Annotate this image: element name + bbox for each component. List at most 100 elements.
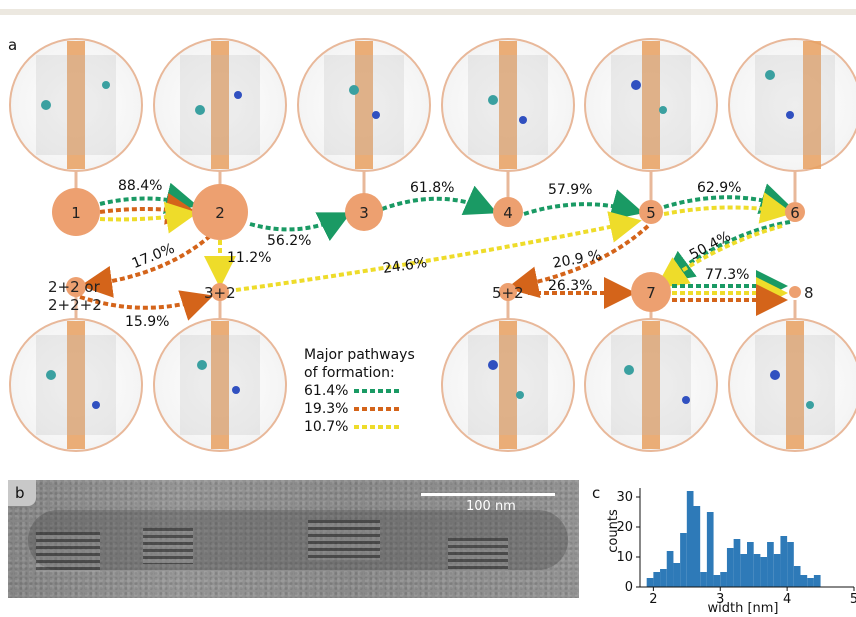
node-2-label: 2 (215, 204, 225, 222)
pathway-diagram: 1 2 3 4 5 6 7 8 2+2 or 2+2+2 3+2 5+2 88.… (9, 38, 856, 452)
pct-6-7: 50.4% (687, 228, 734, 263)
pct-3-4: 61.8% (410, 180, 454, 196)
node-32-label: 3+2 (204, 284, 236, 302)
snapshot-5 (584, 38, 718, 172)
node-7-label: 7 (646, 284, 656, 302)
snapshot-4 (441, 38, 575, 172)
node-52 (499, 283, 517, 301)
histogram-bar (807, 578, 814, 587)
snapshot-3 (297, 38, 431, 172)
y-tick-label: 20 (616, 520, 633, 535)
node-6 (785, 202, 805, 222)
x-tick-label: 2 (649, 592, 657, 607)
panel-label-a: a (8, 36, 18, 54)
node-1-label: 1 (71, 204, 81, 222)
header-bar (0, 9, 856, 15)
y-ticks: 0 10 20 30 (616, 490, 640, 595)
pct-22-32: 15.9% (125, 314, 169, 330)
histogram-bar (753, 554, 761, 587)
histogram-bar (720, 572, 727, 587)
legend: Major pathways of formation: 61.4% 19.3%… (304, 347, 415, 435)
histogram-bar (780, 536, 788, 587)
fiber-striation-1 (36, 532, 100, 572)
histogram-bar (700, 572, 707, 587)
y-axis-label: counts (606, 509, 621, 553)
node-22-label-line1: 2+2 or (48, 278, 101, 296)
fiber-striation-3 (308, 520, 380, 560)
snapshot-row-bottom (9, 318, 856, 452)
node-8 (789, 286, 801, 298)
cryo-em-micrograph (8, 480, 579, 598)
snapshot-7 (584, 318, 718, 452)
node-32 (211, 283, 229, 301)
panel-b-badge (8, 480, 36, 506)
node-6-label: 6 (790, 204, 800, 222)
histogram-bar (747, 542, 754, 587)
pct-1-2: 88.4% (118, 178, 162, 194)
histogram-bar (680, 533, 687, 587)
histogram-bar (653, 572, 661, 587)
node-22 (66, 277, 86, 297)
histogram-bars (646, 491, 821, 587)
histogram-bar (767, 542, 774, 587)
node-52-label: 5+2 (492, 284, 524, 302)
scale-bar (421, 493, 555, 496)
node-8-label: 8 (804, 284, 814, 302)
histogram-bar (693, 506, 701, 587)
pct-4-5: 57.9% (548, 182, 592, 198)
snapshot-8 (728, 318, 856, 452)
snapshot-1 (9, 38, 143, 172)
pct-7-8: 77.3% (705, 267, 749, 283)
pct-52-7: 26.3% (548, 278, 592, 294)
histogram-bar (713, 575, 721, 587)
legend-item-yellow-label: 10.7% (304, 419, 348, 435)
pathway-arrows (79, 182, 793, 321)
histogram-bar (793, 566, 801, 587)
histogram-bar (740, 554, 747, 587)
histogram-bar (686, 491, 694, 587)
node-4-label: 4 (503, 204, 513, 222)
histogram-bar (760, 557, 768, 587)
node-2 (192, 184, 248, 240)
node-5-label: 5 (646, 204, 656, 222)
x-tick-label: 4 (783, 592, 791, 607)
histogram-bar (800, 575, 808, 587)
x-tick-label: 5 (850, 592, 856, 607)
scale-bar-label: 100 nm (466, 499, 516, 514)
histogram-bar (726, 548, 734, 587)
pct-2-3: 56.2% (267, 233, 311, 249)
snapshot-52 (441, 318, 575, 452)
snapshot-6 (728, 38, 856, 172)
node-4 (493, 197, 523, 227)
node-3 (345, 193, 383, 231)
histogram-bar (646, 578, 654, 587)
y-tick-label: 30 (616, 490, 633, 505)
node-1 (52, 188, 100, 236)
node-3-label: 3 (359, 204, 369, 222)
node-22-label-line2: 2+2+2 (48, 296, 102, 314)
snapshot-32 (153, 318, 287, 452)
y-tick-label: 0 (625, 580, 633, 595)
y-tick-label: 10 (616, 550, 633, 565)
histogram-bar (787, 542, 794, 587)
legend-title-line2: of formation: (304, 365, 395, 381)
histogram-bar (706, 512, 714, 587)
pct-5-6: 62.9% (697, 180, 741, 196)
node-7 (631, 272, 671, 312)
node-5 (639, 200, 663, 224)
fiber-striation-4 (448, 538, 508, 570)
histogram-bar (773, 554, 781, 587)
histogram-bar (666, 551, 674, 587)
pct-32-5: 24.6% (382, 255, 428, 277)
legend-item-green-label: 61.4% (304, 383, 348, 399)
fiber-striation-2 (143, 528, 193, 564)
state-nodes (52, 184, 805, 312)
panel-label-c: c (592, 484, 601, 502)
width-histogram: 2 3 4 5 0 10 20 30 width [nm] counts (606, 488, 856, 616)
pct-2-32: 11.2% (227, 250, 271, 266)
histogram-bar (673, 563, 681, 587)
histogram-bar (733, 539, 741, 587)
x-ticks: 2 3 4 5 (649, 587, 856, 607)
histogram-bar (813, 575, 821, 587)
histogram-bar (660, 569, 667, 587)
